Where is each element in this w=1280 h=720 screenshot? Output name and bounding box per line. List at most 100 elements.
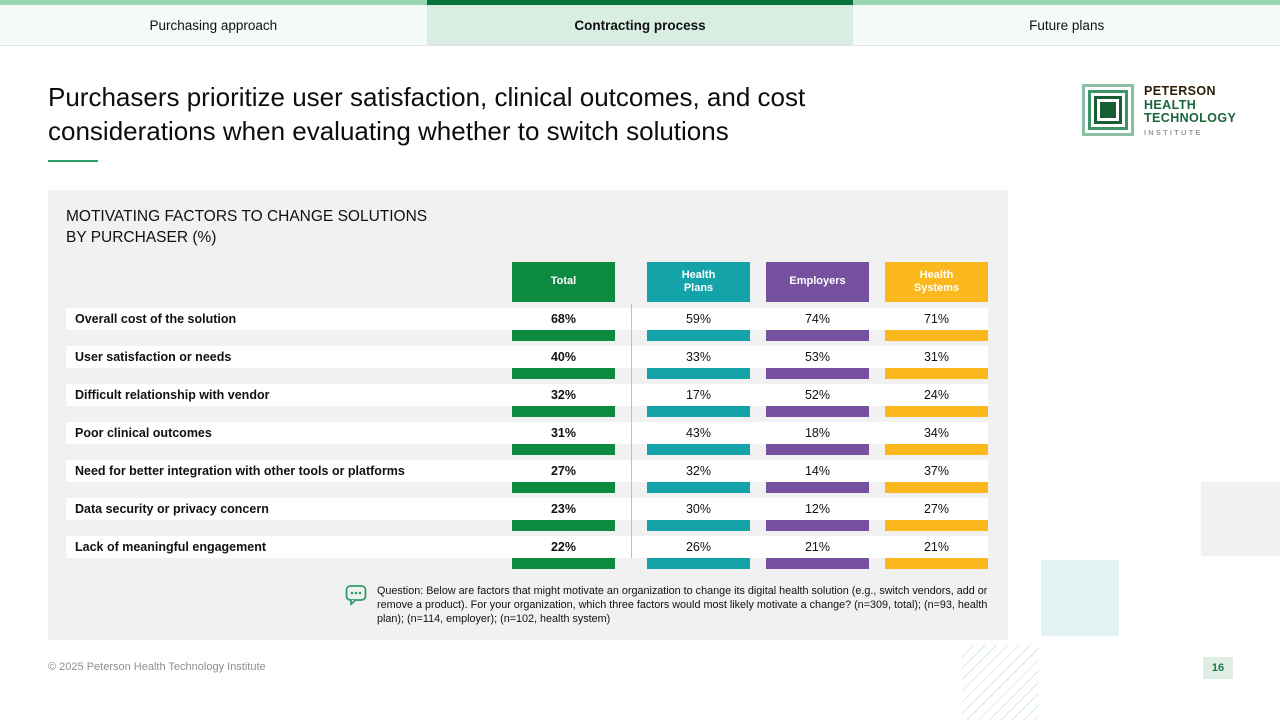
- decor-teal-square: [1041, 560, 1119, 636]
- row-strip: Overall cost of the solution 68% 59% 74% 71%: [66, 308, 988, 330]
- bar-employers: [766, 330, 869, 341]
- cell-health_plans: 59%: [685, 312, 712, 326]
- bar-health_plans: [647, 330, 750, 341]
- row-strip: Data security or privacy concern 23% 30% 12…: [66, 498, 988, 520]
- bar-health_plans: [647, 368, 750, 379]
- cell-health_plans: 30%: [685, 502, 712, 516]
- cell-health_plans: 33%: [685, 350, 712, 364]
- row-label: Data security or privacy concern: [75, 502, 269, 516]
- row-strip: Poor clinical outcomes 31% 43% 18% 34%: [66, 422, 988, 444]
- cell-health_systems: 27%: [923, 502, 950, 516]
- tab-label: Future plans: [1029, 17, 1105, 33]
- phti-logo: PETERSON HEALTH TECHNOLOGY INSTITUTE: [1082, 84, 1236, 137]
- tab-label: Contracting process: [574, 17, 706, 33]
- table-row: Difficult relationship with vendor 32% 17%…: [66, 384, 988, 422]
- column-header-employers: Employers: [766, 262, 869, 302]
- bar-total: [512, 444, 615, 455]
- tab-contracting-process[interactable]: Contracting process: [426, 0, 854, 45]
- cell-health_systems: 37%: [923, 464, 950, 478]
- page-title-line1: Purchasers prioritize user satisfaction,…: [48, 82, 806, 112]
- cell-employers: 53%: [804, 350, 831, 364]
- cell-health_systems: 21%: [923, 540, 950, 554]
- bar-total: [512, 406, 615, 417]
- bar-employers: [766, 520, 869, 531]
- question-footnote: Question: Below are factors that might m…: [345, 584, 1005, 626]
- row-label: User satisfaction or needs: [75, 350, 232, 364]
- cell-total: 31%: [550, 426, 577, 440]
- table-row: Data security or privacy concern 23% 30% 12…: [66, 498, 988, 536]
- bar-health_plans: [647, 558, 750, 569]
- chart-panel: MOTIVATING FACTORS TO CHANGE SOLUTIONS B…: [48, 190, 1008, 640]
- chart-rows: Overall cost of the solution 68% 59% 74% 71%…: [66, 308, 988, 574]
- cell-employers: 21%: [804, 540, 831, 554]
- row-label: Need for better integration with other t…: [75, 464, 405, 478]
- bar-health_systems: [885, 520, 988, 531]
- cell-employers: 74%: [804, 312, 831, 326]
- bar-total: [512, 330, 615, 341]
- column-header-total: Total: [512, 262, 615, 302]
- tab-future-plans[interactable]: Future plans: [853, 0, 1280, 45]
- logo-line-peterson: PETERSON: [1144, 84, 1216, 98]
- bar-health_systems: [885, 444, 988, 455]
- cell-health_systems: 24%: [923, 388, 950, 402]
- chart-title: MOTIVATING FACTORS TO CHANGE SOLUTIONS B…: [66, 206, 427, 248]
- chart-title-line2: BY PURCHASER (%): [66, 229, 217, 246]
- row-label: Overall cost of the solution: [75, 312, 237, 326]
- title-underline: [48, 160, 98, 162]
- row-strip: Difficult relationship with vendor 32% 17%…: [66, 384, 988, 406]
- logo-line-technology: TECHNOLOGY: [1144, 111, 1237, 125]
- table-row: User satisfaction or needs 40% 33% 53% 31%: [66, 346, 988, 384]
- bar-employers: [766, 482, 869, 493]
- row-strip: Need for better integration with other t…: [66, 460, 988, 482]
- cell-total: 32%: [550, 388, 577, 402]
- copyright-text: © 2025 Peterson Health Technology Instit…: [48, 661, 266, 673]
- bar-health_plans: [647, 406, 750, 417]
- bar-health_plans: [647, 520, 750, 531]
- page-title: Purchasers prioritize user satisfaction,…: [48, 80, 805, 148]
- bar-health_systems: [885, 330, 988, 341]
- bar-employers: [766, 558, 869, 569]
- cell-health_plans: 26%: [685, 540, 712, 554]
- tab-strip: [853, 0, 1280, 5]
- cell-health_systems: 31%: [923, 350, 950, 364]
- total-column-divider: [631, 304, 632, 558]
- chart-column-headers: Total Health Plans Employers Health Systems: [66, 262, 988, 302]
- row-strip: Lack of meaningful engagement 22% 26% 21% 21…: [66, 536, 988, 558]
- table-row: Poor clinical outcomes 31% 43% 18% 34%: [66, 422, 988, 460]
- bar-health_plans: [647, 482, 750, 493]
- bar-employers: [766, 444, 869, 455]
- cell-total: 40%: [550, 350, 577, 364]
- cell-total: 22%: [550, 540, 577, 554]
- cell-health_plans: 17%: [685, 388, 712, 402]
- column-header-health_systems: Health Systems: [885, 262, 988, 302]
- cell-health_systems: 71%: [923, 312, 950, 326]
- cell-total: 23%: [550, 502, 577, 516]
- cell-employers: 52%: [804, 388, 831, 402]
- bar-health_systems: [885, 406, 988, 417]
- row-label: Poor clinical outcomes: [75, 426, 212, 440]
- bar-total: [512, 482, 615, 493]
- table-row: Lack of meaningful engagement 22% 26% 21% 21…: [66, 536, 988, 574]
- tab-label: Purchasing approach: [149, 17, 278, 33]
- decor-gray-square: [1201, 482, 1280, 556]
- cell-employers: 14%: [804, 464, 831, 478]
- column-header-health_plans: Health Plans: [647, 262, 750, 302]
- phti-logo-text: PETERSON HEALTH TECHNOLOGY INSTITUTE: [1144, 84, 1237, 137]
- bar-total: [512, 520, 615, 531]
- bar-employers: [766, 406, 869, 417]
- row-label: Difficult relationship with vendor: [75, 388, 270, 402]
- phti-logo-icon: [1082, 84, 1134, 136]
- cell-total: 27%: [550, 464, 577, 478]
- tab-purchasing-approach[interactable]: Purchasing approach: [0, 0, 427, 45]
- cell-total: 68%: [550, 312, 577, 326]
- logo-line-health: HEALTH: [1144, 97, 1197, 112]
- bar-total: [512, 558, 615, 569]
- logo-line-institute: INSTITUTE: [1144, 127, 1203, 137]
- bar-health_systems: [885, 368, 988, 379]
- tab-bar: Purchasing approach Contracting process …: [0, 0, 1280, 46]
- speech-bubble-icon: [345, 585, 367, 606]
- page-number-badge: 16: [1203, 657, 1233, 679]
- page-title-line2: considerations when evaluating whether t…: [48, 116, 729, 146]
- cell-health_systems: 34%: [923, 426, 950, 440]
- tab-strip: [0, 0, 427, 5]
